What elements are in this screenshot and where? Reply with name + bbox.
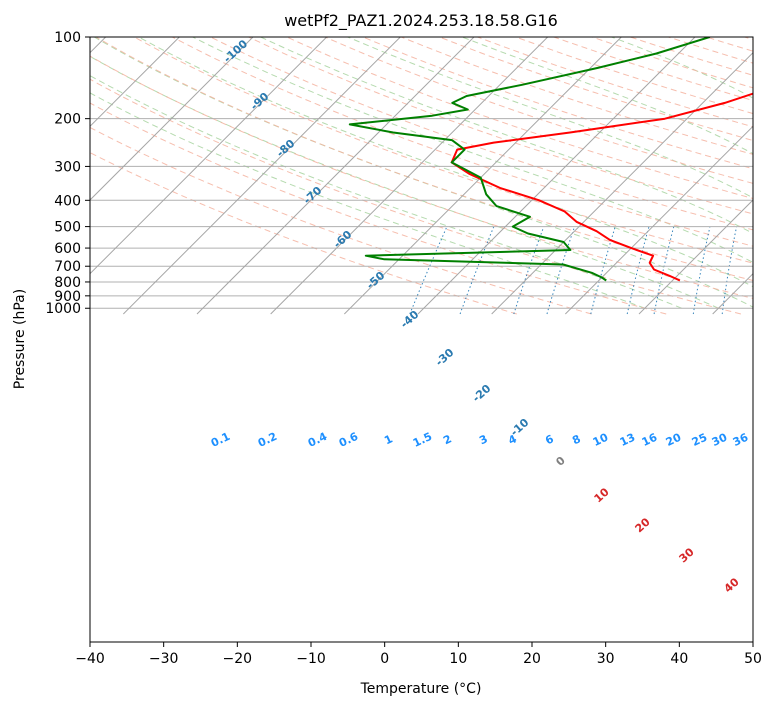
y-tick-label: 300 [54, 159, 81, 175]
isotherm-line [122, 37, 401, 315]
x-tick-label: −10 [296, 651, 326, 667]
isotherm-line [638, 199, 753, 315]
y-tick-label: 200 [54, 112, 81, 128]
mixing-ratio-label: 16 [640, 431, 660, 449]
isotherm-line [196, 37, 475, 315]
mixing-ratio-label: 10 [591, 431, 611, 449]
x-tick-label: 50 [744, 651, 762, 667]
skewed-isotherms [90, 37, 753, 315]
isotherm-line [90, 37, 254, 201]
y-tick-label: 700 [54, 259, 81, 275]
x-tick-label: 10 [449, 651, 467, 667]
dry-adiabat-line [90, 78, 742, 315]
isotherm-line [90, 37, 328, 275]
moist-adiabat-line [347, 37, 753, 199]
moist-adiabat-line [138, 37, 753, 288]
mixing-ratio-label: 13 [618, 431, 637, 449]
dry-adiabat-line [90, 102, 667, 315]
x-axis-title: Temperature (°C) [360, 681, 482, 697]
moist-adiabat-line [611, 37, 753, 99]
isotherm-line [564, 125, 753, 315]
x-tick-label: −20 [223, 651, 253, 667]
dry-adiabat-line [515, 37, 753, 115]
chart-title: wetPf2_PAZ1.2024.253.18.58.G16 [284, 11, 558, 31]
dry-adiabats [90, 37, 753, 315]
dry-adiabat-line [90, 152, 517, 315]
x-tick-label: 40 [670, 651, 688, 667]
y-tick-label: 800 [54, 275, 81, 291]
x-tick-label: 20 [523, 651, 541, 667]
x-axis: −40 −30 −20 −10 0 10 20 30 40 50 [75, 642, 762, 667]
isotherm-line [491, 51, 753, 315]
dewpoint-line [348, 37, 710, 282]
mixing-ratio-line [653, 226, 675, 315]
dry-adiabat-line [90, 126, 592, 315]
dry-adiabat-line [477, 37, 753, 128]
plot-frame [89, 36, 754, 643]
y-tick-label: 100 [54, 30, 81, 46]
mixing-ratio-label: 36 [731, 431, 751, 449]
dry-adiabat-line [401, 37, 753, 155]
y-tick-label: 900 [54, 289, 81, 305]
mixing-ratio-line [721, 226, 738, 315]
mixing-ratio-line [513, 226, 545, 315]
pressure-gridlines [90, 37, 753, 309]
isotherm-line [417, 37, 696, 315]
dry-adiabat-line [95, 37, 753, 282]
y-tick-label: 500 [54, 220, 81, 236]
x-tick-label: −40 [75, 651, 105, 667]
mixing-ratio-line [626, 226, 650, 315]
mixing-ratio-label: 25 [690, 431, 709, 449]
series-lines [348, 37, 753, 282]
dry-adiabat-line [439, 37, 753, 142]
dry-adiabat-line [362, 37, 753, 170]
mixing-ratio-line [692, 226, 711, 315]
temperature-line [450, 92, 753, 282]
mixing-ratio-lines [409, 226, 738, 315]
moist-adiabat-line [90, 75, 682, 309]
y-tick-label: 1000 [45, 301, 81, 317]
moist-adiabat-line [192, 37, 753, 264]
x-tick-label: 0 [380, 651, 389, 667]
isotherm-line [270, 37, 549, 315]
plot-area [90, 37, 753, 315]
dry-adiabat-line [90, 55, 753, 299]
y-axis-title: Pressure (hPa) [12, 289, 28, 389]
y-tick-label: 600 [54, 241, 81, 257]
mixing-ratio-line [590, 226, 616, 315]
moist-adiabat-line [260, 37, 753, 235]
y-tick-label: 400 [54, 193, 81, 209]
mixing-ratio-label: 20 [664, 431, 684, 449]
x-tick-label: 30 [597, 651, 615, 667]
isotherm-line [90, 37, 180, 128]
mixing-ratio-line [546, 226, 576, 315]
isotherm-line [343, 37, 622, 315]
mixing-ratio-label: 30 [710, 431, 730, 449]
x-tick-label: −30 [149, 651, 179, 667]
dry-adiabat-line [324, 37, 753, 184]
